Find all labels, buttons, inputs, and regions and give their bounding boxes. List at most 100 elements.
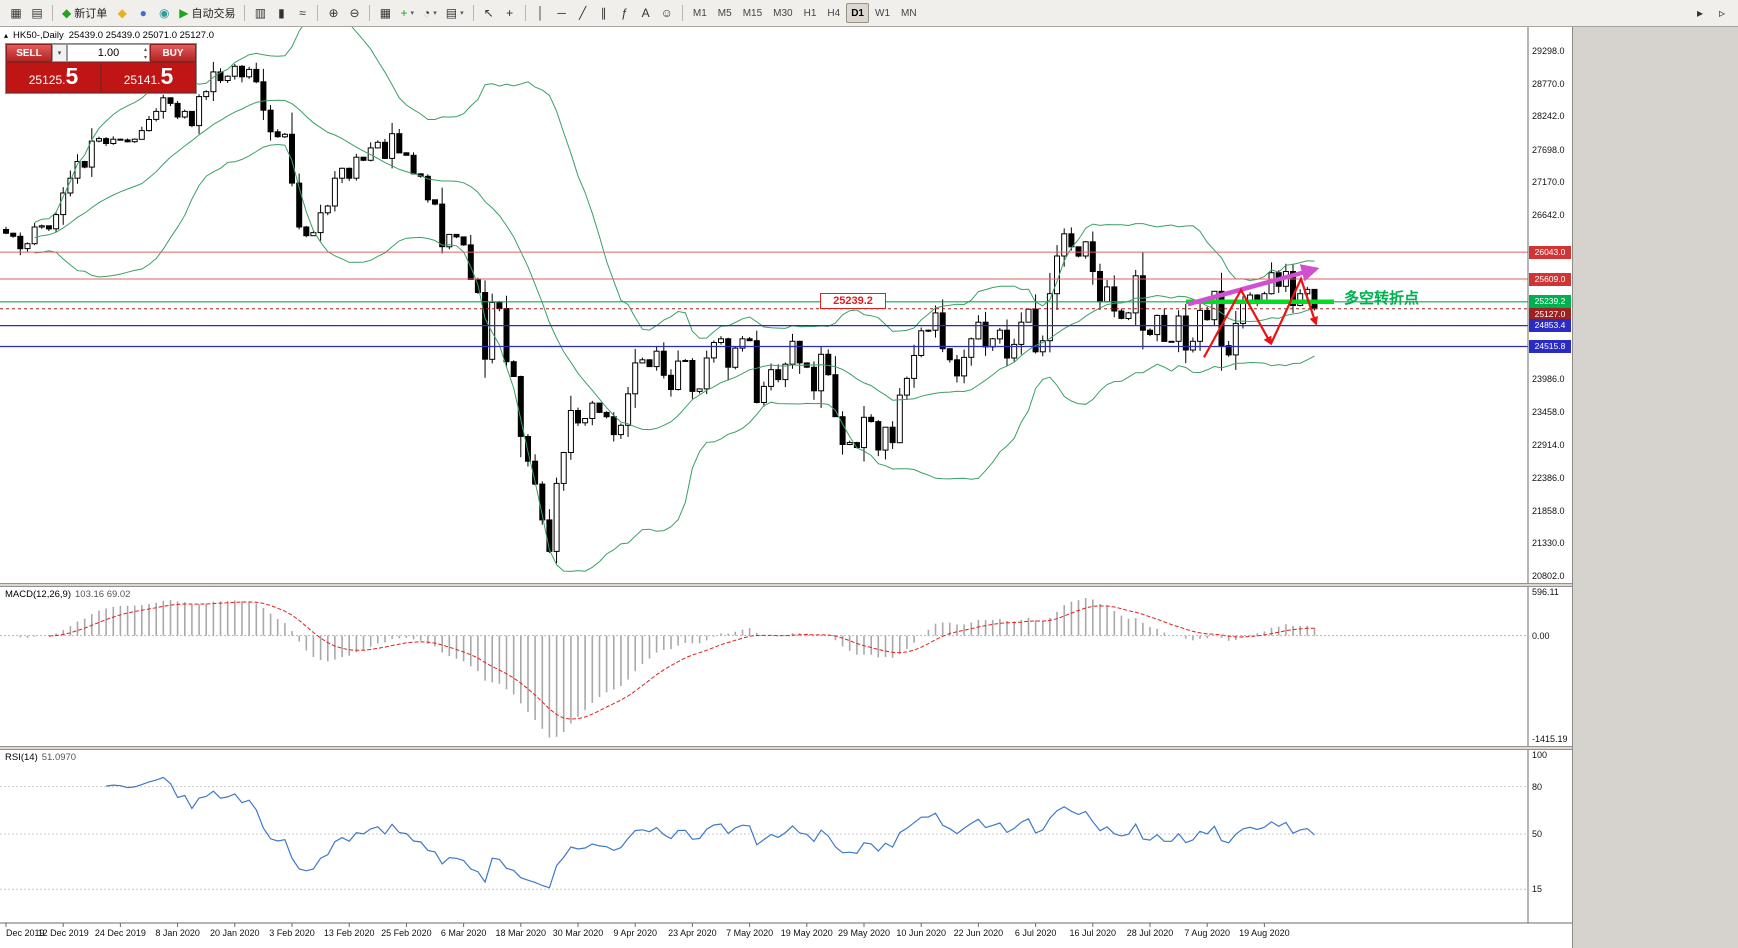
vertical-line-icon-glyph: │ [536, 6, 545, 20]
trendline-icon[interactable]: ╱ [573, 3, 593, 23]
new-chart-icon-glyph: ▦ [10, 6, 22, 20]
time-axis-label: 23 Apr 2020 [668, 928, 717, 938]
chart-autoscroll-icon[interactable]: ▸ [1690, 3, 1710, 23]
channel-icon[interactable]: ∥ [594, 3, 614, 23]
candlestick-mode-icon[interactable]: ▮ [271, 3, 291, 23]
price-axis-label: 27170.0 [1532, 177, 1565, 188]
templates-dropdown[interactable]: ▤ ▾ [442, 3, 468, 23]
rsi-line [106, 776, 1315, 889]
new-order-button[interactable]: ◆ 新订单 [58, 3, 111, 23]
tile-windows-icon-glyph: ▦ [379, 6, 392, 20]
time-axis-label: 20 Jan 2020 [210, 928, 260, 938]
toolbar-separator [681, 5, 683, 21]
bullish-trend-arrow[interactable] [1187, 264, 1320, 307]
autotrading-button[interactable]: ▶ 自动交易 [175, 3, 239, 23]
price-axis-label: 21330.0 [1532, 538, 1565, 549]
timeframe-mn-button[interactable]: MN [901, 7, 917, 19]
rsi-axis-label: 80 [1532, 781, 1543, 792]
time-axis-label: 19 Aug 2020 [1239, 928, 1290, 938]
pane-separator-rsi[interactable] [0, 746, 1572, 750]
rsi-axis-label: 100 [1532, 750, 1548, 760]
chart-ohlc-values: 25439.0 25439.0 25071.0 25127.0 [68, 30, 214, 41]
trendline-icon-glyph: ╱ [579, 6, 587, 20]
rsi-indicator-label: RSI(14) 51.0970 [5, 752, 77, 763]
macd-indicator-label: MACD(12,26,9) 103.16 69.02 [5, 589, 131, 600]
timeframe-m30-button[interactable]: M30 [773, 7, 793, 19]
turning-point-note[interactable]: 多空转折点 [1344, 290, 1420, 307]
indicators-dropdown-glyph: + [400, 6, 408, 20]
bar-chart-mode-icon[interactable]: ▥ [250, 3, 270, 23]
price-axis-label: 28242.0 [1532, 111, 1565, 122]
time-axis-label: 13 Feb 2020 [323, 928, 375, 938]
macd-axis-label: -1415.19 [1532, 734, 1568, 744]
periods-dropdown[interactable]: ◔ ▾ [419, 3, 441, 23]
chart-shift-icon[interactable]: ▹ [1712, 3, 1732, 23]
cursor-icon[interactable]: ↖ [479, 3, 499, 23]
price-swing-arrow[interactable] [1270, 275, 1318, 345]
spin-up-icon[interactable]: ▴ [143, 47, 147, 53]
indicators-dropdown[interactable]: + ▾ [396, 3, 418, 23]
timeframe-m5-button[interactable]: M5 [717, 7, 732, 19]
autotrading-button-glyph: ▶ [179, 6, 189, 20]
window-filler [1572, 27, 1738, 948]
market-watch-icon[interactable]: ● [133, 3, 153, 23]
fibonacci-icon[interactable]: ƒ [615, 3, 635, 23]
price-axis-label: 23986.0 [1532, 374, 1565, 385]
crosshair-icon[interactable]: + [500, 3, 520, 23]
price-annotation-label[interactable]: 25239.2 [820, 293, 886, 309]
cursor-icon-glyph: ↖ [483, 6, 494, 20]
tile-windows-icon[interactable]: ▦ [375, 3, 395, 23]
vertical-line-icon[interactable]: │ [531, 3, 551, 23]
price-line-label: 25609.0 [1529, 272, 1571, 286]
sell-price-display[interactable]: 25125. 5 [6, 62, 101, 93]
toolbar-separator [52, 5, 53, 21]
volume-spinner[interactable]: ▴ ▾ [144, 46, 147, 62]
timeframe-w1-button[interactable]: W1 [875, 7, 890, 19]
chart-window: ▴ HK50-,Daily 25439.0 25439.0 25071.0 25… [0, 27, 1572, 948]
toolbar-separator [369, 5, 371, 21]
templates-dropdown-caret-icon: ▾ [460, 10, 464, 17]
price-swing-arrow[interactable] [1203, 287, 1272, 358]
pane-separator-macd[interactable] [0, 583, 1572, 587]
timeframe-h4-button[interactable]: H4 [827, 7, 841, 19]
macd-histogram [19, 598, 1316, 738]
volume-input[interactable]: 1.00 ▴ ▾ [67, 44, 150, 62]
profiles-icon[interactable]: ▤ [27, 3, 47, 23]
zoom-out-icon[interactable]: ⊖ [344, 3, 364, 23]
toolbar-right-group: ▸ ▹ [1690, 3, 1732, 23]
new-chart-icon[interactable]: ▦ [6, 3, 26, 23]
order-type-dropdown[interactable]: ▾ [52, 44, 67, 62]
time-axis-label: 24 Dec 2019 [94, 928, 146, 938]
price-line-label: 25127.0 [1529, 308, 1571, 322]
arrows-icon[interactable]: ☺ [657, 3, 677, 23]
price-axis-label: 29298.0 [1532, 46, 1565, 56]
one-click-trading-panel: SELL ▾ 1.00 ▴ ▾ BUY 25125. 5 25141. 5 [5, 43, 197, 94]
buy-price-display[interactable]: 25141. 5 [101, 62, 196, 93]
text-icon[interactable]: A [636, 3, 656, 23]
metaquotes-icon[interactable]: ◆ [112, 3, 132, 23]
timeframe-h1-button[interactable]: H1 [803, 7, 817, 19]
one-click-collapse-icon[interactable]: ▴ [4, 31, 9, 40]
time-axis-label: Dec 2019 [6, 928, 45, 938]
price-axis-label: 23458.0 [1532, 406, 1565, 417]
line-chart-mode-icon-glyph: ≈ [299, 6, 306, 20]
chart-canvas[interactable] [0, 27, 1572, 948]
line-chart-mode-icon[interactable]: ≈ [292, 3, 312, 23]
timeframe-d1-button[interactable]: D1 [846, 3, 869, 23]
horizontal-line-icon[interactable]: ─ [552, 3, 572, 23]
sell-button[interactable]: SELL [6, 44, 52, 62]
buy-button[interactable]: BUY [150, 44, 196, 62]
zoom-in-icon[interactable]: ⊕ [323, 3, 343, 23]
time-axis-label: 3 Feb 2020 [269, 928, 315, 938]
candle-wicks [5, 61, 1315, 564]
price-axis-label: 22386.0 [1532, 473, 1565, 484]
timeframe-m1-button[interactable]: M1 [692, 7, 707, 19]
sell-price-pip: 5 [65, 63, 79, 89]
text-icon-glyph: A [641, 6, 650, 20]
timeframe-m15-button[interactable]: M15 [742, 7, 763, 19]
time-axis-label: 10 Jun 2020 [896, 928, 946, 938]
arrows-icon-glyph: ☺ [660, 6, 673, 20]
community-icon[interactable]: ◉ [154, 3, 174, 23]
price-line-label: 26043.0 [1529, 245, 1571, 259]
spin-down-icon[interactable]: ▾ [143, 55, 147, 61]
